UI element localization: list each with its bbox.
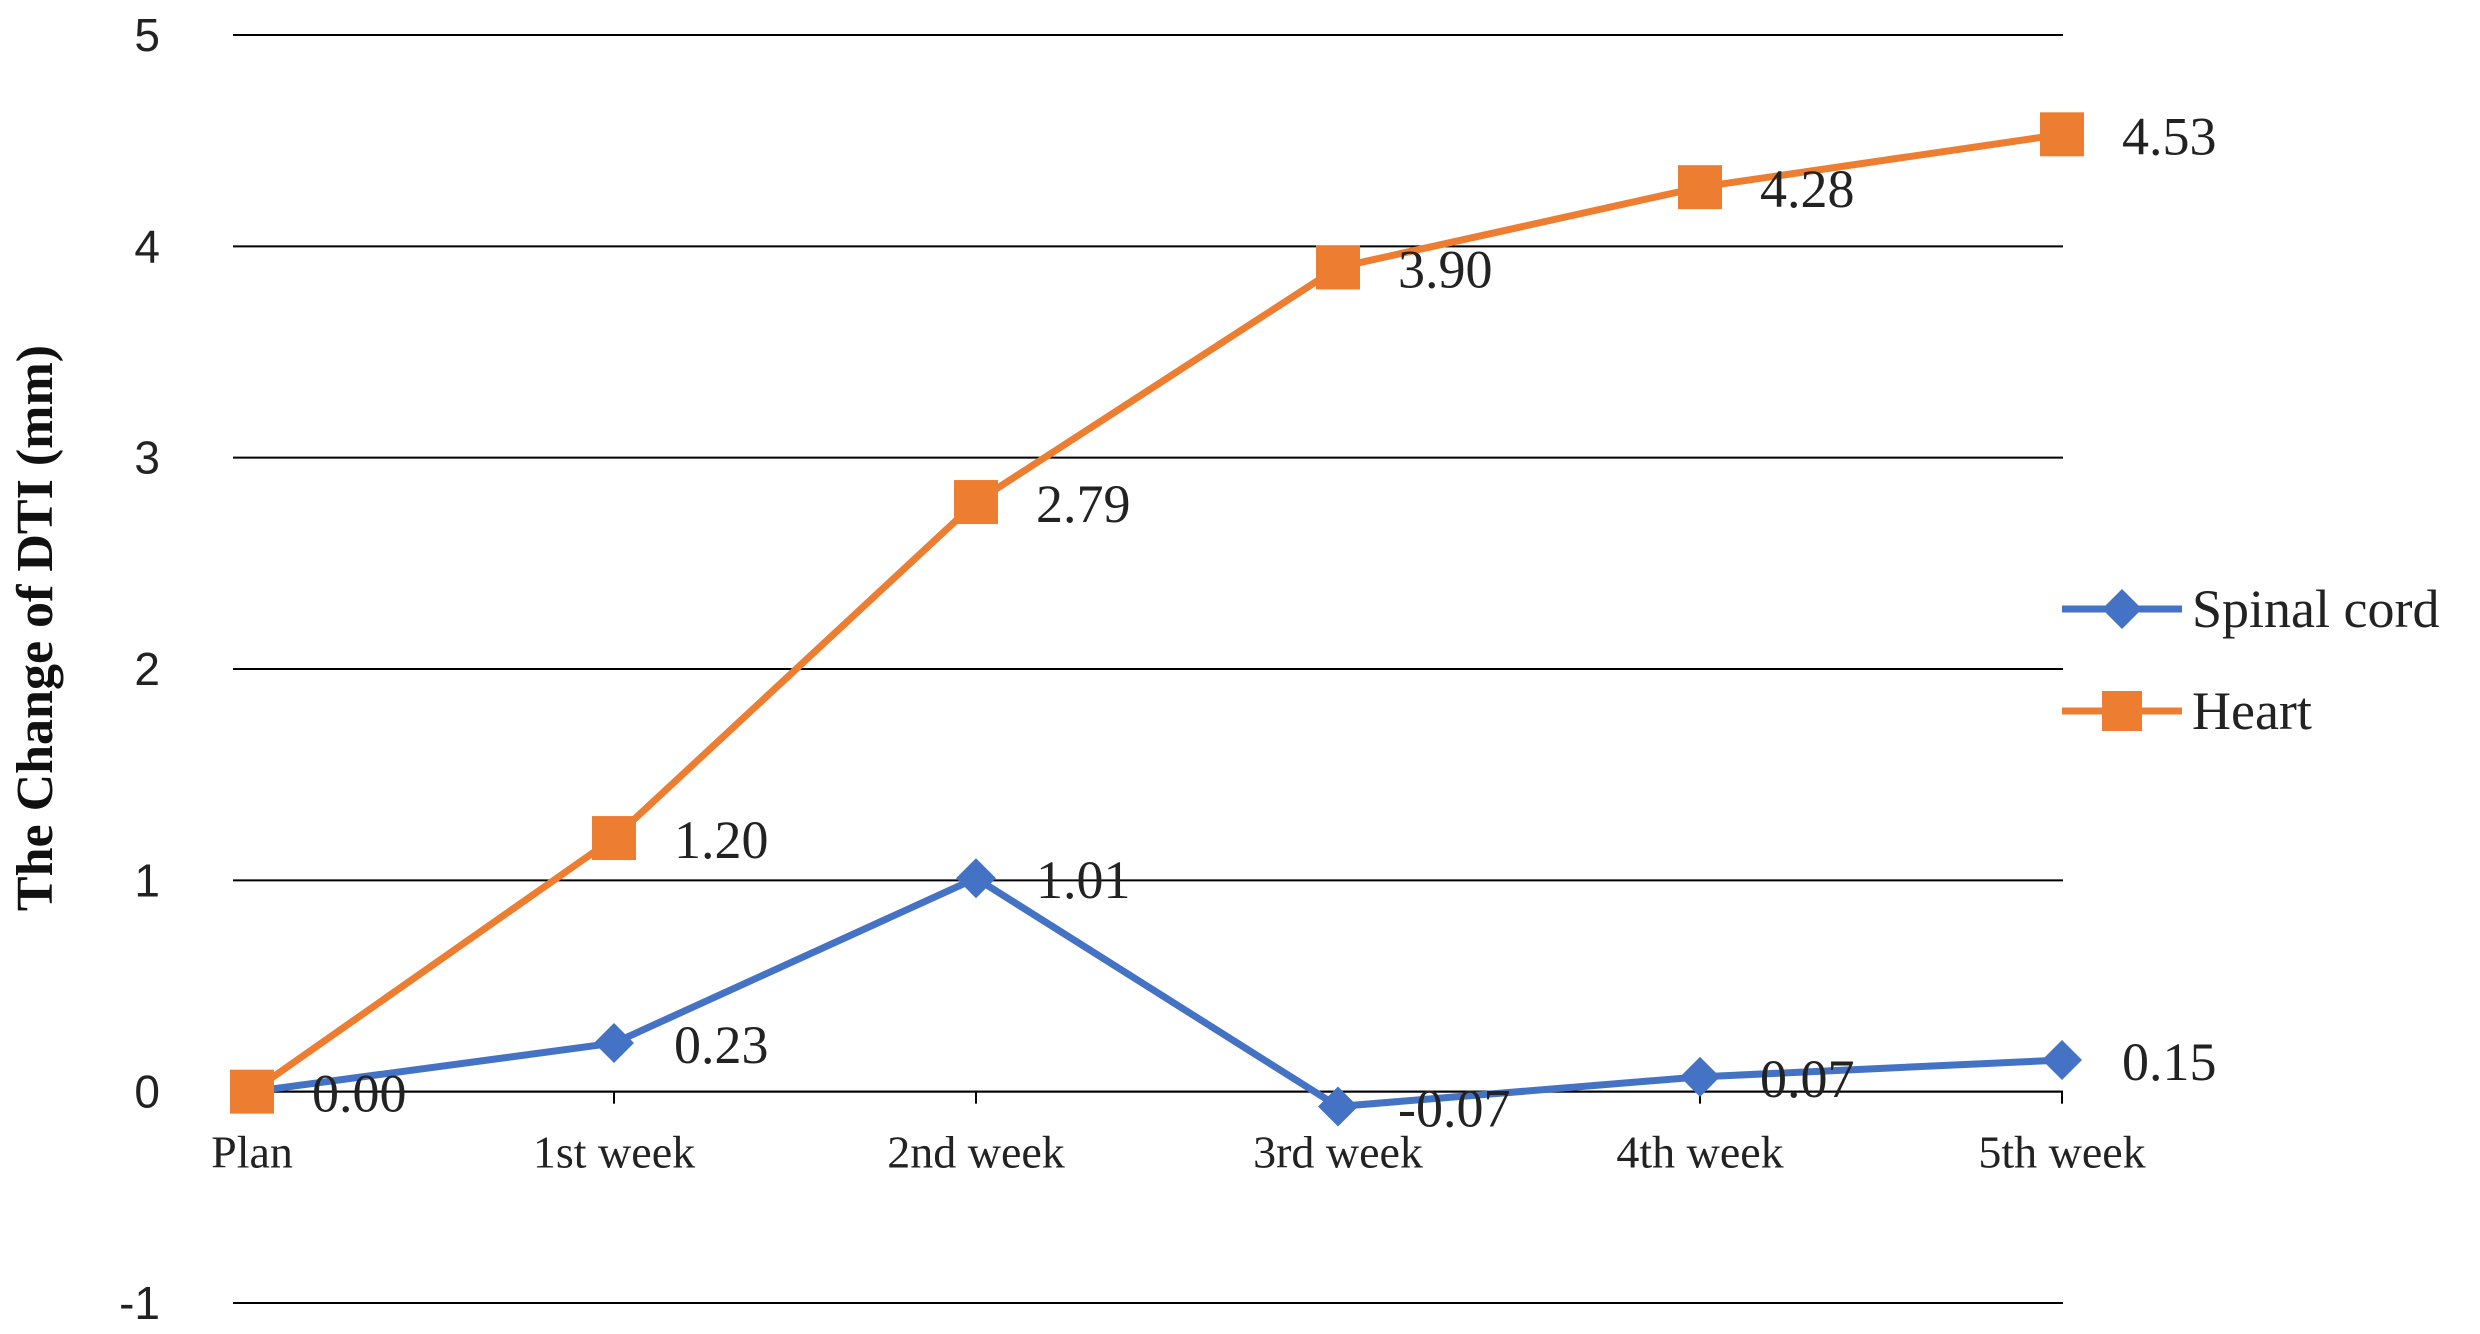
x-category-label: 1st week [533, 1127, 695, 1178]
y-tick-label: 4 [134, 220, 160, 272]
y-tick-label: 0 [134, 1066, 160, 1118]
data-label: 2.79 [1036, 474, 1131, 534]
x-category-label: 4th week [1616, 1127, 1783, 1178]
y-tick-label: 5 [134, 9, 160, 61]
series-line [251, 874, 2063, 1110]
series-layer [230, 112, 2084, 1127]
y-tick-label: 1 [134, 854, 160, 906]
data-label: 4.53 [2122, 106, 2217, 166]
x-category-label: 5th week [1978, 1127, 2145, 1178]
data-point [956, 858, 996, 899]
data-labels: 0.00 0.23 1.01 -0.07 0.07 0.15 1.20 2.79 3.90 4.2… [312, 106, 2217, 1138]
x-axis-category-labels: Plan 1st week 2nd week 3rd week 4th week 5th … [211, 1127, 2146, 1178]
legend-label: Spinal cord [2192, 579, 2439, 639]
x-category-label: 2nd week [887, 1127, 1065, 1178]
y-tick-label: 2 [134, 643, 160, 695]
data-label: 1.01 [1036, 850, 1131, 910]
data-point [1678, 165, 1722, 210]
data-point [230, 1069, 274, 1114]
legend-label: Heart [2192, 681, 2312, 741]
data-label: 0.15 [2122, 1032, 2217, 1092]
x-category-label: 3rd week [1253, 1127, 1423, 1178]
data-label: 1.20 [674, 810, 769, 870]
legend-marker [2102, 589, 2142, 629]
data-point [2040, 112, 2084, 157]
data-point [954, 480, 998, 525]
data-point [592, 816, 636, 861]
series-line [249, 130, 2063, 1095]
series-heart [230, 112, 2084, 1114]
data-label: 4.28 [1760, 159, 1855, 219]
y-axis-tick-labels: -1 0 1 2 3 4 5 [119, 9, 160, 1329]
y-tick-label: -1 [119, 1277, 160, 1329]
legend-item: Heart [2062, 681, 2312, 741]
data-label: 0.23 [674, 1015, 769, 1075]
grid-lines [233, 34, 2063, 1304]
legend-item: Spinal cord [2062, 579, 2439, 639]
y-axis-title: The Change of DTI (mm) [7, 345, 64, 911]
data-label: -0.07 [1398, 1078, 1510, 1138]
data-point [2042, 1039, 2082, 1080]
x-category-label: Plan [211, 1127, 293, 1178]
y-tick-label: 3 [134, 432, 160, 484]
data-point [594, 1023, 634, 1064]
data-label: 0.00 [312, 1064, 407, 1124]
data-label: 0.07 [1760, 1049, 1855, 1109]
legend: Spinal cord Heart [2062, 579, 2439, 741]
data-point [1316, 245, 1360, 290]
data-point [1318, 1086, 1358, 1127]
legend-marker [2102, 691, 2142, 731]
data-label: 3.90 [1398, 239, 1493, 299]
data-point [1680, 1056, 1720, 1097]
